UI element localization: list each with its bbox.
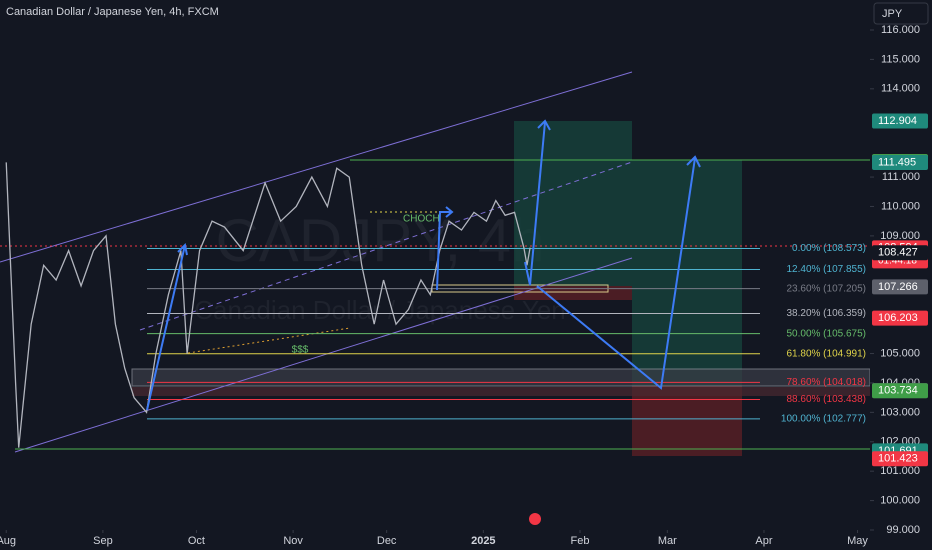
annotation: $$$	[292, 345, 309, 356]
long-stop-zone	[632, 386, 742, 456]
fib-label: 100.00% (102.777)	[781, 414, 866, 425]
fib-label: 23.60% (107.205)	[786, 283, 866, 294]
long-stop-zone	[514, 286, 632, 300]
fib-label: 88.60% (103.438)	[786, 394, 866, 405]
price-line	[5, 162, 531, 448]
x-tick-label: Nov	[283, 535, 303, 547]
price-marker	[872, 155, 928, 170]
price-marker-label: 108.427	[878, 247, 918, 259]
y-tick-label: 110.000	[881, 200, 920, 212]
fib-label: 61.80% (104.991)	[786, 348, 866, 359]
channel-line	[14, 257, 633, 453]
x-tick-label: Sep	[93, 535, 113, 547]
price-marker-label: 106.203	[878, 312, 918, 324]
y-tick-label: 100.000	[880, 494, 920, 506]
price-marker	[872, 245, 928, 261]
fib-label: 38.20% (106.359)	[786, 308, 866, 319]
x-tick-label: Oct	[188, 535, 205, 547]
fib-label: 0.00% (108.573)	[792, 243, 866, 254]
price-marker-label: 107.266	[878, 281, 918, 293]
price-marker	[872, 451, 928, 467]
x-tick-label: Dec	[377, 535, 397, 547]
chart-title: Canadian Dollar / Japanese Yen, 4h, FXCM	[6, 6, 219, 18]
channel-mid	[139, 161, 633, 331]
long-target-zone	[514, 121, 632, 286]
y-tick-label: 99.000	[886, 524, 920, 536]
watermark: CADJPY, 4h	[215, 207, 544, 274]
countdown: 01:44:18	[878, 255, 917, 266]
price-marker-label: 101.423	[878, 453, 918, 465]
fib-label: 12.40% (107.855)	[786, 264, 866, 275]
price-marker	[872, 113, 928, 129]
y-tick-label: 101.000	[880, 465, 920, 477]
long-target-zone	[632, 160, 742, 386]
y-tick-label: 109.000	[880, 230, 920, 242]
y-tick-label: 103.000	[880, 406, 920, 418]
annotation: CHOCH	[403, 214, 440, 225]
x-tick-label: Feb	[571, 535, 590, 547]
zone	[131, 368, 871, 387]
price-marker-label: 111.495	[878, 156, 916, 168]
fib-label: 50.00% (105.675)	[786, 328, 866, 339]
y-tick-label: 114.000	[881, 83, 920, 95]
x-tick-label: May	[847, 535, 868, 547]
price-marker	[872, 279, 928, 295]
currency: JPY	[882, 8, 903, 20]
price-marker-label: 103.734	[878, 385, 918, 397]
channel-line	[0, 71, 633, 263]
price-marker	[872, 310, 928, 326]
watermark-sub: Canadian Dollar / Japanese Yen	[194, 295, 566, 325]
y-tick-label: 116.000	[881, 24, 920, 36]
price-marker-label: 112.904	[878, 115, 917, 127]
zone	[132, 387, 870, 396]
y-tick-label: 111.000	[882, 171, 920, 183]
arrows	[146, 119, 701, 411]
event-icon[interactable]	[529, 513, 541, 525]
currency-button[interactable]	[873, 2, 929, 25]
x-tick-label: Mar	[658, 535, 677, 547]
x-tick-label: Aug	[0, 535, 16, 547]
price-marker	[872, 383, 928, 399]
fib-label: 78.60% (104.018)	[786, 377, 866, 388]
x-tick-label: Apr	[755, 535, 772, 547]
y-tick-label: 105.000	[880, 347, 920, 359]
y-tick-label: 115.000	[881, 53, 920, 65]
x-tick-label: 2025	[471, 535, 495, 547]
liquidity-line	[187, 327, 351, 354]
